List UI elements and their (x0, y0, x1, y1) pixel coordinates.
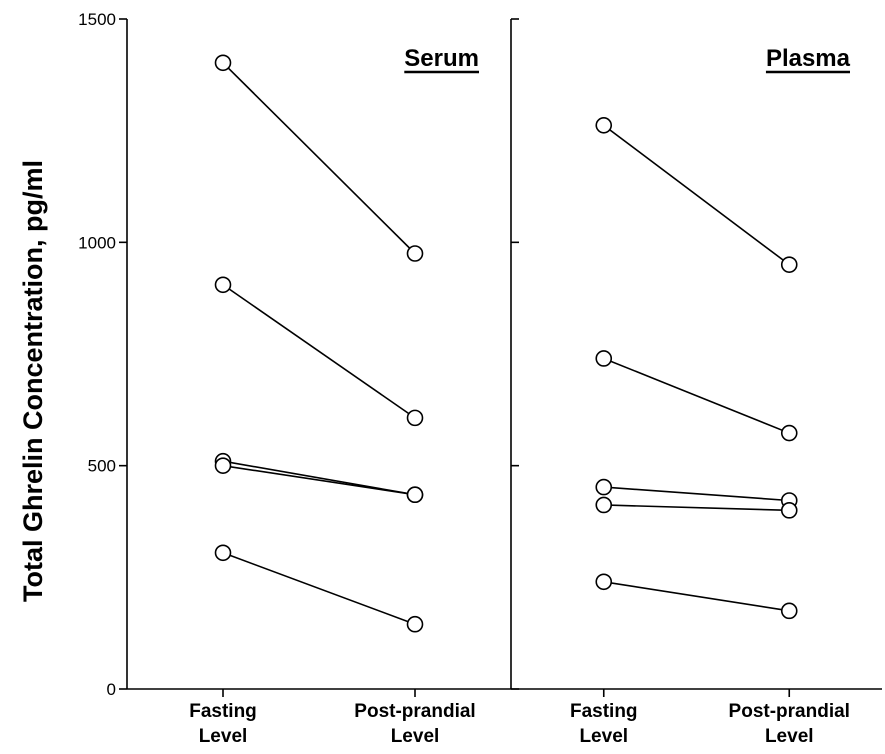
data-point (780, 424, 798, 442)
series-line (603, 504, 790, 512)
data-point (595, 117, 613, 134)
x-tick-label: Post-prandial (729, 701, 850, 722)
data-point (214, 457, 232, 474)
panel-title: Serum (404, 45, 479, 72)
y-axis-label-group: Total Ghrelin Concentration, pg/ml (18, 160, 48, 602)
x-tick-label: Level (391, 726, 440, 747)
panel-0: 0 500 1000 1500 Fasting Level Post-prandial Lev… (78, 10, 512, 747)
series-line (222, 284, 416, 419)
series-line (603, 357, 790, 434)
series-line (603, 486, 790, 502)
data-point (595, 573, 613, 591)
series-line (222, 552, 416, 625)
x-tick-label: Fasting (570, 701, 638, 722)
data-point (595, 478, 613, 496)
data-point (214, 54, 232, 72)
x-tick-label: Level (579, 726, 628, 747)
x-tick-label: Post-prandial (354, 701, 475, 722)
y-tick-label: 0 (107, 680, 116, 699)
series-line (603, 581, 790, 612)
series-line (222, 62, 416, 255)
x-tick-label: Level (199, 726, 248, 747)
x-tick-label: Level (765, 726, 814, 747)
y-tick-label: 500 (88, 457, 116, 476)
y-tick-label: 1500 (78, 10, 116, 29)
data-point (214, 276, 232, 294)
data-point (406, 409, 424, 427)
panels-group: 0 500 1000 1500 Fasting Level Post-prandial Lev… (78, 10, 882, 747)
series-line (603, 124, 790, 266)
data-point (406, 615, 424, 633)
panel-title: Plasma (766, 45, 851, 72)
data-point (780, 256, 798, 273)
series-line (222, 464, 416, 496)
panel-1: Fasting Level Post-prandial Level Plasma (511, 18, 882, 747)
data-point (406, 486, 424, 504)
data-point (595, 496, 613, 514)
data-point (595, 350, 613, 367)
data-point (406, 245, 424, 262)
y-tick-label: 1000 (78, 233, 116, 252)
data-point (780, 502, 798, 519)
data-point (780, 602, 798, 620)
x-tick-label: Fasting (189, 701, 257, 722)
y-axis-label: Total Ghrelin Concentration, pg/ml (18, 160, 48, 602)
data-point (214, 544, 232, 562)
